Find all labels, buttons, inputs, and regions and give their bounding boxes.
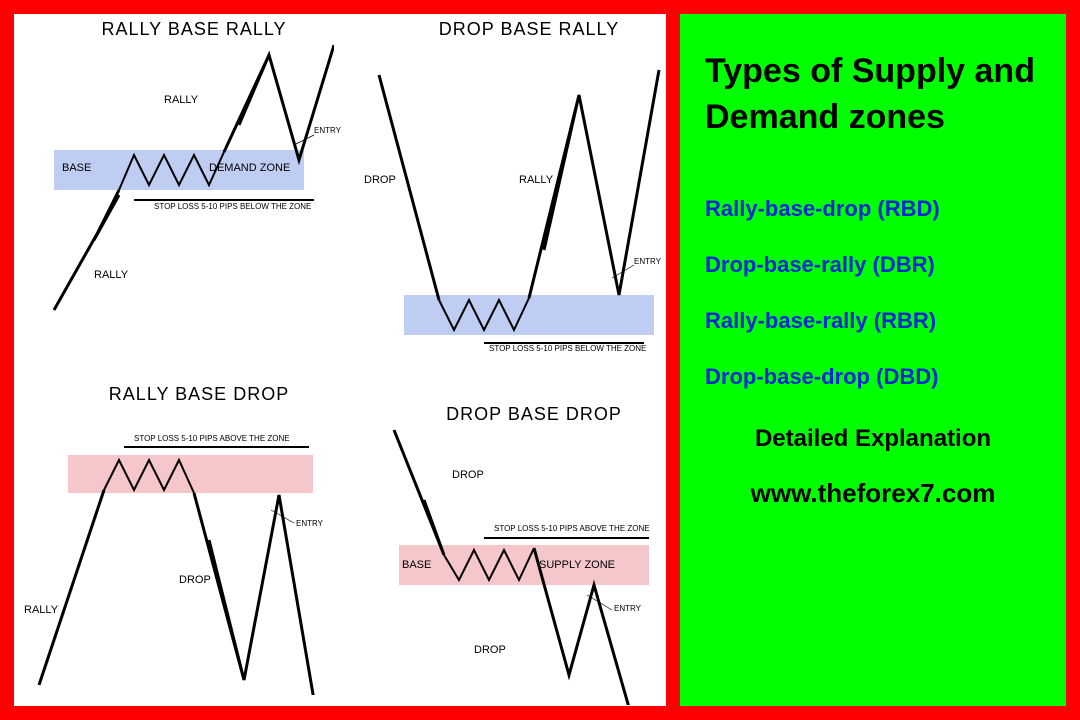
dbd-drop1-label: DROP: [452, 469, 484, 481]
dbr-chart: [354, 40, 664, 360]
rbr-stoploss-label: STOP LOSS 5-10 PIPS BELOW THE ZONE: [154, 202, 311, 211]
rbd-drop-label: DROP: [179, 574, 211, 586]
sidebar-item-2: Rally-base-rally (RBR): [705, 308, 1041, 334]
rbd-stoploss-label: STOP LOSS 5-10 PIPS ABOVE THE ZONE: [134, 434, 290, 443]
pattern-dbr: DROP BASE RALLY DROP RALLY ENTRY STOP LO…: [354, 19, 664, 359]
rbd-rally-label: RALLY: [24, 604, 58, 616]
rbd-entry-label: ENTRY: [296, 519, 323, 528]
dbd-drop2-label: DROP: [474, 644, 506, 656]
sidebar-panel: Types of Supply andDemand zones Rally-ba…: [680, 0, 1080, 720]
dbd-entry-label: ENTRY: [614, 604, 641, 613]
dbr-title: DROP BASE RALLY: [394, 19, 664, 40]
rbr-rally2-label: RALLY: [164, 94, 198, 106]
dbd-chart: [354, 425, 664, 705]
rbr-entry-label: ENTRY: [314, 126, 341, 135]
sidebar-url: www.theforex7.com: [705, 478, 1041, 509]
diagram-panel: RALLY BASE RALLY BASE DEMAND ZONE RALLY …: [0, 0, 680, 720]
rbr-base-label: BASE: [62, 162, 91, 174]
rbd-chart: [24, 405, 334, 695]
sidebar-title: Types of Supply andDemand zones: [705, 49, 1041, 141]
pattern-dbd: DROP BASE DROP BASE SUPPLY ZONE DROP DRO…: [354, 404, 664, 704]
rbr-zone-label: DEMAND ZONE: [209, 162, 290, 174]
dbr-entry-label: ENTRY: [634, 257, 661, 266]
pattern-rbd: RALLY BASE DROP RALLY DROP ENTRY STOP LO…: [24, 384, 334, 694]
dbr-stoploss-label: STOP LOSS 5-10 PIPS BELOW THE ZONE: [489, 344, 646, 353]
rbd-title: RALLY BASE DROP: [64, 384, 334, 405]
pattern-rbr: RALLY BASE RALLY BASE DEMAND ZONE RALLY …: [24, 19, 334, 319]
dbd-title: DROP BASE DROP: [404, 404, 664, 425]
dbr-rally-label: RALLY: [519, 174, 553, 186]
dbd-zone-label: SUPPLY ZONE: [539, 559, 615, 571]
sidebar-item-3: Drop-base-drop (DBD): [705, 364, 1041, 390]
rbr-title: RALLY BASE RALLY: [54, 19, 334, 40]
dbd-stoploss-label: STOP LOSS 5-10 PIPS ABOVE THE ZONE: [494, 524, 650, 533]
dbr-drop-label: DROP: [364, 174, 396, 186]
sidebar-item-0: Rally-base-drop (RBD): [705, 196, 1041, 222]
rbr-chart: [24, 40, 334, 320]
rbr-rally1-label: RALLY: [94, 269, 128, 281]
dbd-base-label: BASE: [402, 559, 431, 571]
sidebar-subtitle: Detailed Explanation: [705, 425, 1041, 453]
sidebar-item-1: Drop-base-rally (DBR): [705, 252, 1041, 278]
